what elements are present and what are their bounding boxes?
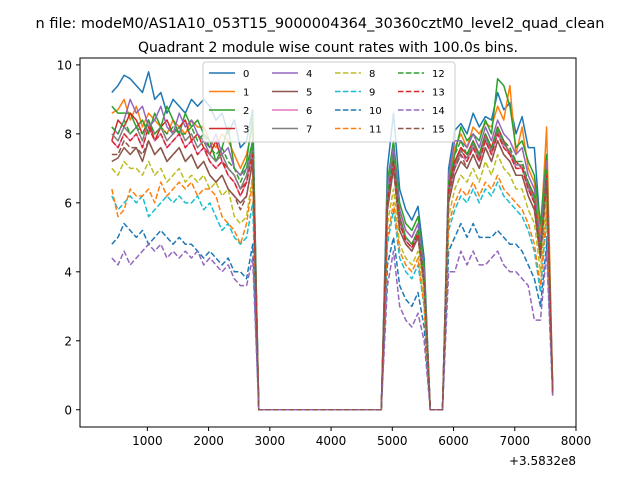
series-line-9 — [111, 181, 554, 411]
x-tick-label: 7000 — [499, 434, 530, 448]
y-tick-label: 10 — [57, 58, 72, 72]
y-tick-label: 6 — [64, 196, 72, 210]
legend-label-1: 1 — [243, 88, 249, 99]
legend-label-15: 15 — [432, 125, 445, 136]
legend-label-7: 7 — [306, 125, 312, 136]
legend-label-0: 0 — [243, 69, 249, 80]
series-line-13 — [111, 126, 554, 411]
x-tick-label: 1000 — [132, 434, 163, 448]
legend-label-4: 4 — [306, 69, 312, 80]
legend-label-8: 8 — [369, 69, 375, 80]
series-line-4 — [111, 98, 554, 411]
legend-label-11: 11 — [369, 125, 382, 136]
x-tick-label: 3000 — [255, 434, 286, 448]
x-tick-label: 2000 — [193, 434, 224, 448]
y-tick-label: 4 — [64, 265, 72, 279]
legend-label-2: 2 — [243, 106, 249, 117]
series-layer — [111, 71, 554, 411]
series-line-15 — [111, 140, 554, 411]
series-line-3 — [111, 112, 554, 411]
legend-label-10: 10 — [369, 106, 382, 117]
x-tick-label: 8000 — [561, 434, 592, 448]
series-line-5 — [111, 140, 554, 411]
legend-label-5: 5 — [306, 88, 312, 99]
series-line-8 — [111, 153, 554, 411]
plot-frame — [79, 57, 577, 428]
legend-label-14: 14 — [432, 106, 445, 117]
series-line-10 — [111, 222, 554, 411]
legend-label-3: 3 — [243, 125, 249, 136]
legend-label-6: 6 — [306, 106, 312, 117]
legend-label-9: 9 — [369, 88, 375, 99]
legend-box — [202, 61, 456, 143]
x-tick-label: 4000 — [316, 434, 347, 448]
x-tick-label: 5000 — [377, 434, 408, 448]
y-tick-label: 2 — [64, 334, 72, 348]
x-axis-offset-label: +3.5832e8 — [509, 454, 576, 468]
legend-label-13: 13 — [432, 88, 445, 99]
series-line-12 — [111, 119, 554, 411]
figure-suptitle: n file: modeM0/AS1A10_053T15_9000004364_… — [36, 16, 605, 32]
chart-title: Quadrant 2 module wise count rates with … — [138, 40, 518, 56]
y-tick-label: 8 — [64, 127, 72, 141]
series-line-14 — [111, 243, 554, 411]
legend-label-12: 12 — [432, 69, 445, 80]
series-line-11 — [111, 174, 554, 411]
x-tick-label: 6000 — [438, 434, 469, 448]
y-tick-label: 0 — [64, 403, 72, 417]
